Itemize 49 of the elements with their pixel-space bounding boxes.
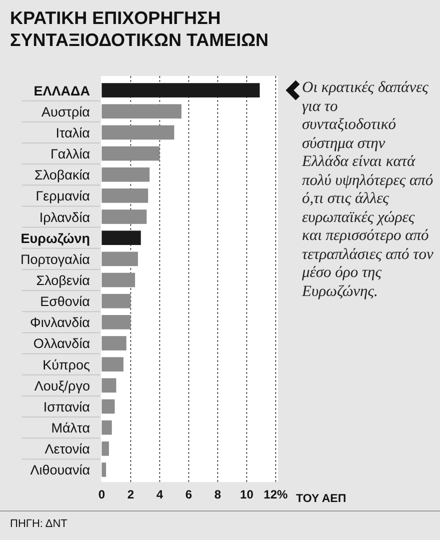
chart-title: ΚΡΑΤΙΚΗ ΕΠΙΧΟΡΗΓΗΣΗ ΣΥΝΤΑΞΙΟΔΟΤΙΚΩΝ ΤΑΜΕΙΩΝ xyxy=(10,8,269,50)
bar xyxy=(102,167,150,182)
bar xyxy=(102,294,131,308)
y-tick-label: Κύπρος xyxy=(42,357,90,372)
y-tick-label: Λουξ/ργο xyxy=(34,378,90,394)
y-tick-label: Γερμανία xyxy=(36,188,90,204)
text: ΠΗΓΗ: ΔΝΤ xyxy=(10,518,68,530)
text: Οι κρατικές δαπάνες για το συνταξιοδοτικό σύστημα στην Ελλάδα είναι κατά πολύ υψηλότερες από ό,τι στις άλλες ευρωπαϊκές χώρες και περισσότερο από τετραπλάσιες από τον μέσο όρο της Ευρωζώνης. xyxy=(302,79,434,300)
bar xyxy=(102,420,112,435)
bar xyxy=(102,104,182,119)
x-tick-label: 8 xyxy=(214,488,222,502)
bar xyxy=(102,336,126,350)
y-tick-label: Ολλανδία xyxy=(33,336,90,352)
bar xyxy=(102,357,124,372)
x-tick-label: 6 xyxy=(185,488,192,502)
x-tick-label: 0 xyxy=(98,488,106,502)
y-tick-label: Φινλανδία xyxy=(30,315,90,330)
bar xyxy=(102,378,116,393)
x-tick-label: 10 xyxy=(240,488,254,502)
y-tick-label: ΕΛΛΑΔΑ xyxy=(34,83,90,98)
bar xyxy=(102,399,115,414)
y-tick-label: Αυστρία xyxy=(41,104,90,120)
x-tick-label: 4 xyxy=(156,488,164,502)
bar xyxy=(102,188,148,203)
y-tick-label: Σλοβενία xyxy=(36,273,90,288)
x-tick-label: 2 xyxy=(127,488,134,502)
bar xyxy=(102,462,106,477)
bar xyxy=(102,252,138,266)
bar xyxy=(102,441,109,456)
y-tick-label: Λιθουανία xyxy=(30,462,90,478)
y-tick-label: Εσθονία xyxy=(40,294,90,310)
bar xyxy=(102,230,141,246)
bar xyxy=(102,210,147,224)
bar xyxy=(102,83,260,98)
bar xyxy=(102,314,131,330)
y-tick-label: Ισπανία xyxy=(43,399,90,414)
y-tick-label: Μάλτα xyxy=(51,420,90,436)
y-tick-label: Σλοβακία xyxy=(34,168,90,183)
bar xyxy=(102,272,136,288)
y-tick-label: Πορτογαλία xyxy=(20,252,90,267)
y-tick-label: Ιρλανδία xyxy=(39,210,90,225)
x-tick-label: 12% xyxy=(264,488,288,502)
bar xyxy=(102,146,160,161)
bar xyxy=(102,125,174,140)
y-tick-label: Λετονία xyxy=(44,442,90,457)
x-axis-title: ΤΟΥ ΑΕΠ xyxy=(296,493,346,505)
y-tick-label: Γαλλία xyxy=(50,146,90,162)
y-tick-label: Ιταλία xyxy=(56,125,90,140)
y-tick-label: Ευρωζώνη xyxy=(20,230,90,246)
